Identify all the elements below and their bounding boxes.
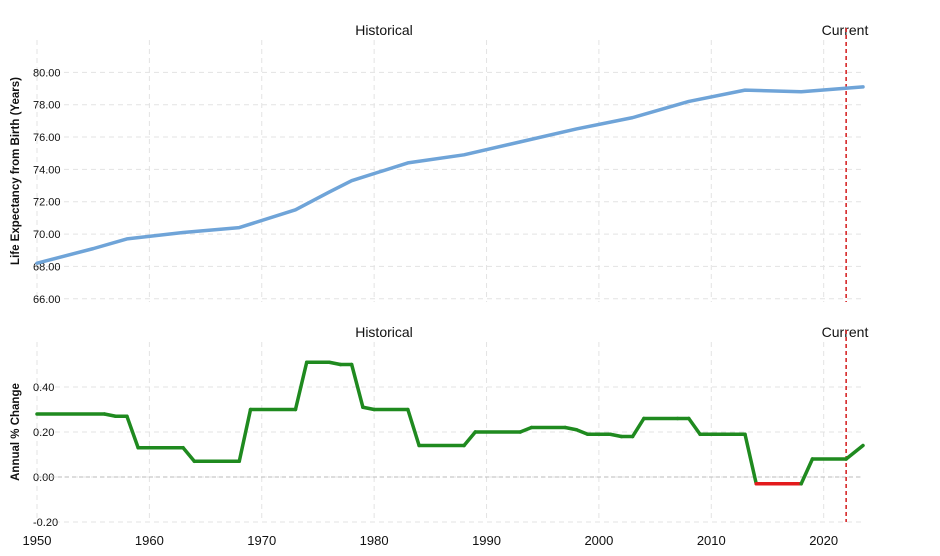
change-segment	[462, 430, 478, 448]
y-tick-label: 80.00	[33, 67, 61, 79]
x-tick-label: 1970	[247, 533, 276, 548]
y-axis-label: Life Expectancy from Birth (Years)	[10, 77, 22, 265]
change-segment	[361, 405, 376, 412]
change-segment	[102, 412, 118, 418]
y-tick-label: 0.40	[33, 382, 54, 394]
change-segment	[518, 425, 534, 434]
x-tick-label: 2010	[697, 533, 726, 548]
change-segment	[125, 414, 140, 450]
life-expectancy-line	[35, 85, 865, 265]
y-axis-label: Annual % Change	[10, 383, 22, 481]
change-segment	[293, 360, 309, 412]
change-segment	[630, 416, 646, 439]
period-label-current: Current	[822, 22, 869, 38]
change-segment	[349, 362, 365, 409]
panel-1: 66.00 68.00 70.00 72.00 74.00 76.00 78.00 80.00…	[10, 22, 868, 306]
change-segment	[687, 416, 702, 436]
period-label-historical: Historical	[355, 324, 413, 340]
change-segment	[327, 360, 343, 367]
y-tick-label: 72.00	[33, 197, 61, 209]
change-segment	[181, 446, 197, 463]
x-tick-label: 1980	[360, 533, 389, 548]
change-segment	[743, 432, 758, 486]
panel-2: -0.20 0.00 0.20 0.40 Historical Current Annual…	[10, 324, 868, 548]
change-segment	[406, 407, 421, 448]
period-label-current: Current	[822, 324, 869, 340]
x-tick-label: 1990	[472, 533, 501, 548]
change-segment	[608, 432, 624, 439]
x-tick-label: 2000	[584, 533, 613, 548]
y-tick-label: 0.20	[33, 427, 54, 439]
change-segment	[237, 407, 253, 463]
y-tick-label: 70.00	[33, 229, 61, 241]
x-tick-label: 1950	[23, 533, 52, 548]
y-tick-label: 68.00	[33, 261, 61, 273]
y-tick-label: 74.00	[33, 164, 61, 176]
x-tick-label: 1960	[135, 533, 164, 548]
y-tick-label: -0.20	[33, 517, 58, 529]
y-tick-label: 76.00	[33, 132, 61, 144]
change-segment	[799, 457, 815, 486]
change-segment	[574, 428, 590, 436]
period-label-historical: Historical	[355, 22, 413, 38]
change-segment	[844, 443, 865, 461]
y-tick-label: 66.00	[33, 294, 61, 306]
y-tick-label: 0.00	[33, 472, 54, 484]
y-tick-label: 78.00	[33, 100, 61, 112]
change-segment	[563, 425, 579, 432]
x-tick-label: 2020	[809, 533, 838, 548]
